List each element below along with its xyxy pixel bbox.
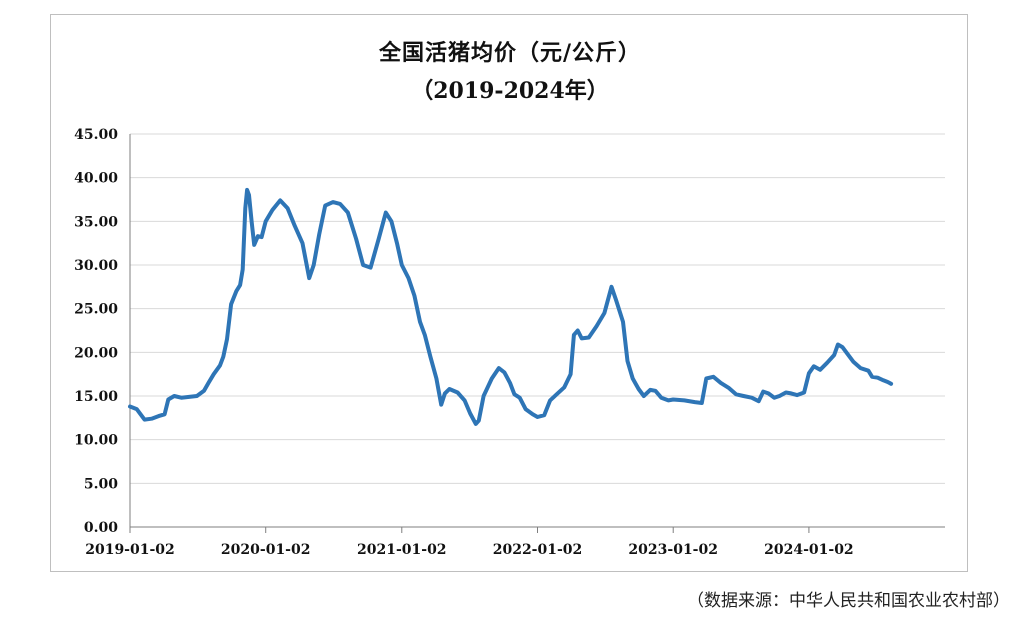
x-tick-label: 2023-01-02 [628, 542, 718, 558]
y-tick-label: 5.00 [84, 476, 118, 492]
y-tick-label: 20.00 [74, 345, 118, 361]
x-tick-label: 2020-01-02 [221, 542, 311, 558]
y-tick-label: 30.00 [74, 258, 118, 274]
price-series-line [128, 187, 894, 426]
y-tick-label: 0.00 [84, 520, 118, 536]
y-tick-label: 15.00 [74, 389, 118, 405]
chart-title: 全国活猪均价（元/公斤） [378, 40, 642, 66]
x-tick-label: 2022-01-02 [493, 542, 583, 558]
y-tick-label: 45.00 [74, 127, 118, 143]
chart-subtitle: （2019-2024年） [411, 78, 609, 104]
x-tick-label: 2019-01-02 [85, 542, 175, 558]
source-note: （数据来源：中华人民共和国农业农村部） [687, 591, 1010, 611]
y-tick-label: 10.00 [74, 433, 118, 449]
x-tick-label: 2024-01-02 [764, 542, 854, 558]
chart-frame: 全国活猪均价（元/公斤） （2019-2024年） 0.00 5.00 10.00 1… [50, 14, 968, 572]
y-tick-label: 25.00 [74, 302, 118, 318]
x-tick-label: 2021-01-02 [357, 542, 447, 558]
line-chart: 0.00 5.00 10.00 15.00 20.00 25.00 30.00 35.00 40… [74, 127, 945, 558]
y-tick-label: 35.00 [74, 214, 118, 230]
y-tick-label: 40.00 [74, 171, 118, 187]
